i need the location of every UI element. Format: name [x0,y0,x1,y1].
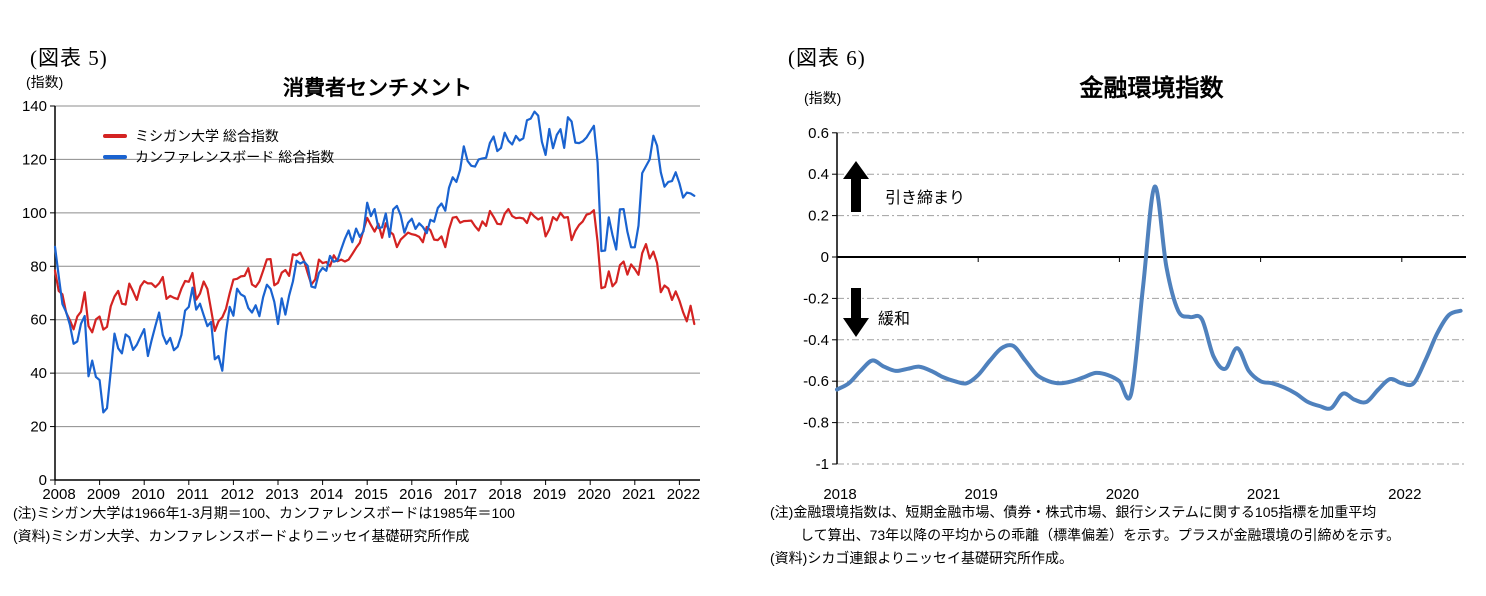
x-tick-label: 2012 [221,486,254,503]
legend-item-michigan: ミシガン大学 総合指数 [103,125,334,146]
y-tick-label: -0.4 [803,332,829,349]
axes [832,132,1403,465]
figure6-caption: (図表 6) [788,46,866,70]
tightening-up-arrow-icon [843,161,869,212]
y-tick-label: 0 [821,249,829,266]
x-tick-label: 2019 [533,486,566,503]
x-tick-label: 2020 [578,486,611,503]
y-tick-label: 100 [22,205,47,222]
x-tick-label: 2020 [1106,486,1139,503]
conference-board-line [53,110,696,414]
tick-labels: 0 20 40 60 80 100 120 140 2008 2009 2010 2011 2012 20… [22,98,700,503]
figure5-consumer-sentiment-chart: (図表 5) (指数) 消費者センチメント 0 20 40 60 80 100 120 140… [13,46,700,544]
y-tick-label: 0.2 [808,208,829,225]
y-tick-label: 20 [30,419,47,436]
figure6-unit-label: (指数) [804,90,842,106]
y-tick-label: 0.4 [808,166,829,183]
y-gridlines [837,132,1466,465]
nfci-line [835,184,1463,411]
figure5-unit-label: (指数) [26,74,64,90]
consumer-sentiment-plot: 0 20 40 60 80 100 120 140 2008 2009 2010 2011 2012 20… [22,98,700,503]
x-tick-label: 2014 [310,486,343,503]
x-tick-label: 2021 [622,486,655,503]
y-tick-label: 60 [30,312,47,329]
y-tick-label: 0 [39,472,47,489]
y-tick-label: -0.2 [803,290,829,307]
figure6-title: 金融環境指数 [1079,75,1224,102]
x-tick-label: 2008 [42,486,75,503]
figure5-source: (資料)ミシガン大学、カンファレンスボードよりニッセイ基礎研究所作成 [13,528,470,544]
conference-board-line-swatch [103,154,127,159]
x-tick-label: 2022 [667,486,700,503]
axes [50,105,700,485]
x-tick-label: 2010 [132,486,165,503]
legend-item-conference-board: カンファレンスボード 総合指数 [103,146,334,167]
x-tick-label: 2015 [355,486,388,503]
figure6-source: (資料)シカゴ連銀よりニッセイ基礎研究所作成。 [770,550,1074,566]
x-tick-label: 2021 [1247,486,1280,503]
x-tick-label: 2018 [488,486,521,503]
y-tick-label: -0.8 [803,415,829,432]
easing-annotation: 緩和 [878,311,911,328]
y-tick-label: 140 [22,98,47,115]
y-tick-label: -0.6 [803,373,829,390]
x-tick-label: 2017 [444,486,477,503]
x-tick-label: 2016 [399,486,432,503]
y-tick-label: 40 [30,365,47,382]
figure6-note-line2: して算出、73年以降の平均からの乖離（標準偏差）を示す。プラスが金融環境の引締め… [800,527,1401,543]
x-tick-label: 2011 [177,486,209,503]
y-tick-label: 0.6 [808,125,829,142]
tick-labels: 0.6 0.4 0.2 0 -0.2 -0.4 -0.6 -0.8 -1 2018 2019 2020… [803,125,1421,503]
figure5-note: (注)ミシガン大学は1966年1-3月期＝100、カンファレンスボードは1985… [13,505,515,521]
figure5-title: 消費者センチメント [283,77,472,100]
x-tick-label: 2019 [965,486,998,503]
figure5-caption: (図表 5) [30,46,108,70]
y-tick-label: 120 [22,151,47,168]
y-tick-label: -1 [816,456,829,473]
x-tick-label: 2009 [87,486,120,503]
financial-conditions-plot: 0.6 0.4 0.2 0 -0.2 -0.4 -0.6 -0.8 -1 2018 2019 2020… [803,125,1466,503]
x-tick-label: 2022 [1388,486,1421,503]
x-tick-label: 2018 [823,486,856,503]
legend-label-michigan: ミシガン大学 総合指数 [135,127,279,144]
figure6-note-line1: (注)金融環境指数は、短期金融市場、債券・株式市場、銀行システムに関する105指… [770,504,1377,520]
easing-down-arrow-icon [843,288,869,337]
legend-label-conference-board: カンファレンスボード 総合指数 [135,148,335,165]
michigan-line [53,208,696,334]
x-tick-label: 2013 [265,486,298,503]
y-tick-label: 80 [30,258,47,275]
figure5-legend: ミシガン大学 総合指数 カンファレンスボード 総合指数 [103,125,334,167]
tightening-annotation: 引き締まり [885,190,966,207]
michigan-line-swatch [103,133,127,138]
figure6-financial-conditions-chart: (図表 6) (指数) 金融環境指数 0.6 0.4 0.2 0 -0.2 -0.4 -0.… [743,0,1486,596]
